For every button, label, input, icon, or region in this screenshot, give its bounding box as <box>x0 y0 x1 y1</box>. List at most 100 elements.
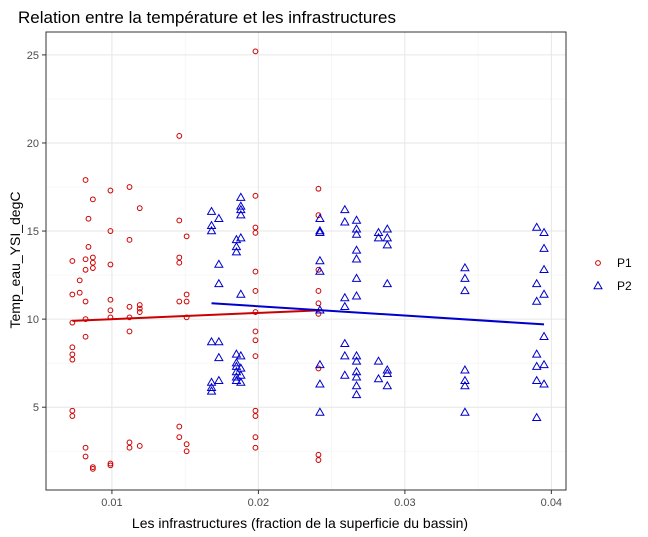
x-tick-label: 0.04 <box>541 497 562 509</box>
y-tick-label: 25 <box>27 50 39 62</box>
data-point-p2 <box>351 366 362 376</box>
data-point-p2 <box>382 278 393 288</box>
data-point-p1 <box>183 448 190 455</box>
data-point-p2 <box>339 301 350 311</box>
data-point-p2 <box>235 192 246 201</box>
data-point-p2 <box>531 412 542 422</box>
data-point-p2 <box>460 407 470 416</box>
data-point-p1 <box>315 288 322 294</box>
trend-lines <box>72 302 545 326</box>
data-point-p2 <box>315 213 325 222</box>
data-point-p2 <box>460 375 470 385</box>
data-point-p2 <box>315 379 325 388</box>
data-point-p2 <box>382 380 393 390</box>
data-point-p2 <box>206 220 217 229</box>
data-point-p2 <box>235 289 246 298</box>
data-point-p1 <box>69 258 76 264</box>
data-point-p2 <box>382 365 393 374</box>
data-point-p2 <box>315 227 325 237</box>
data-point-p1 <box>107 462 114 469</box>
data-point-p2 <box>373 227 384 237</box>
y-tick-label: 20 <box>27 138 39 150</box>
data-point-p2 <box>539 227 549 237</box>
data-point-p1 <box>89 254 96 261</box>
data-point-p2 <box>315 407 325 416</box>
data-point-p1 <box>126 236 133 243</box>
data-point-p1 <box>89 464 96 471</box>
data-point-p2 <box>206 206 217 215</box>
data-point-p2 <box>231 349 242 358</box>
data-point-p2 <box>339 370 350 379</box>
data-point-p1 <box>252 407 259 414</box>
data-point-p1 <box>82 177 89 183</box>
grid-lines <box>46 32 566 490</box>
data-point-p2 <box>373 373 384 383</box>
data-point-p2 <box>539 289 549 298</box>
data-point-p2 <box>539 243 549 252</box>
data-point-p2 <box>235 232 246 242</box>
data-point-p1 <box>252 288 259 294</box>
data-point-p2 <box>382 224 393 233</box>
legend-key-p2 <box>593 280 603 290</box>
data-point-p2 <box>213 213 224 222</box>
data-point-p1 <box>252 268 259 275</box>
legend-key-p1 <box>595 260 601 266</box>
data-point-p2 <box>231 246 242 256</box>
data-point-p1 <box>252 192 259 199</box>
data-point-p1 <box>252 328 259 335</box>
data-point-p2 <box>382 239 393 249</box>
data-point-p2 <box>231 375 242 385</box>
data-point-p2 <box>315 225 325 235</box>
data-point-p2 <box>539 379 549 388</box>
data-point-p1 <box>183 291 190 298</box>
data-point-p2 <box>460 285 470 295</box>
data-point-p2 <box>373 232 384 242</box>
data-point-p1 <box>126 439 133 446</box>
data-point-p1 <box>82 256 89 263</box>
data-point-p2 <box>339 350 350 360</box>
data-point-p1 <box>107 460 114 467</box>
data-point-p2 <box>460 262 470 272</box>
data-point-p1 <box>69 413 76 419</box>
data-point-p1 <box>107 296 114 303</box>
data-point-p1 <box>252 229 259 236</box>
data-point-p2 <box>531 296 542 305</box>
data-point-p1 <box>82 453 89 460</box>
data-point-p1 <box>252 309 259 315</box>
data-point-p2 <box>351 380 362 390</box>
data-point-p1 <box>69 319 76 326</box>
data-point-p1 <box>136 302 143 308</box>
data-point-p2 <box>531 222 542 231</box>
data-point-p2 <box>206 336 217 346</box>
data-point-p2 <box>235 204 246 214</box>
data-point-p1 <box>176 423 183 430</box>
data-point-p1 <box>252 337 259 344</box>
data-point-p2 <box>531 361 542 370</box>
data-point-p2 <box>351 254 362 263</box>
axis-ticks: 0.01 0.02 0.03 0.04 5 10 15 20 25 <box>27 50 562 509</box>
data-point-p1 <box>107 228 114 234</box>
data-point-p2 <box>539 264 549 274</box>
data-point-p1 <box>252 444 259 451</box>
y-tick-label: 10 <box>27 314 39 326</box>
data-point-p1 <box>89 196 96 203</box>
chart-title: Relation entre la température et les inf… <box>18 8 396 27</box>
data-point-p1 <box>69 291 76 298</box>
data-point-p2 <box>339 217 350 226</box>
data-point-p1 <box>85 244 92 250</box>
data-point-p2 <box>351 229 362 238</box>
x-tick-label: 0.01 <box>101 497 122 509</box>
data-point-p1 <box>183 314 190 321</box>
data-point-p1 <box>252 413 259 419</box>
x-tick-label: 0.03 <box>394 497 415 509</box>
data-point-p2 <box>206 386 217 395</box>
data-point-p2 <box>351 350 362 360</box>
data-point-p1 <box>69 351 76 358</box>
data-point-p2 <box>213 375 224 385</box>
data-point-p2 <box>231 372 242 381</box>
data-point-p2 <box>351 389 362 399</box>
data-point-p2 <box>235 201 246 210</box>
data-point-p1 <box>252 224 259 231</box>
data-point-p1 <box>315 451 322 458</box>
data-point-p1 <box>252 353 259 360</box>
